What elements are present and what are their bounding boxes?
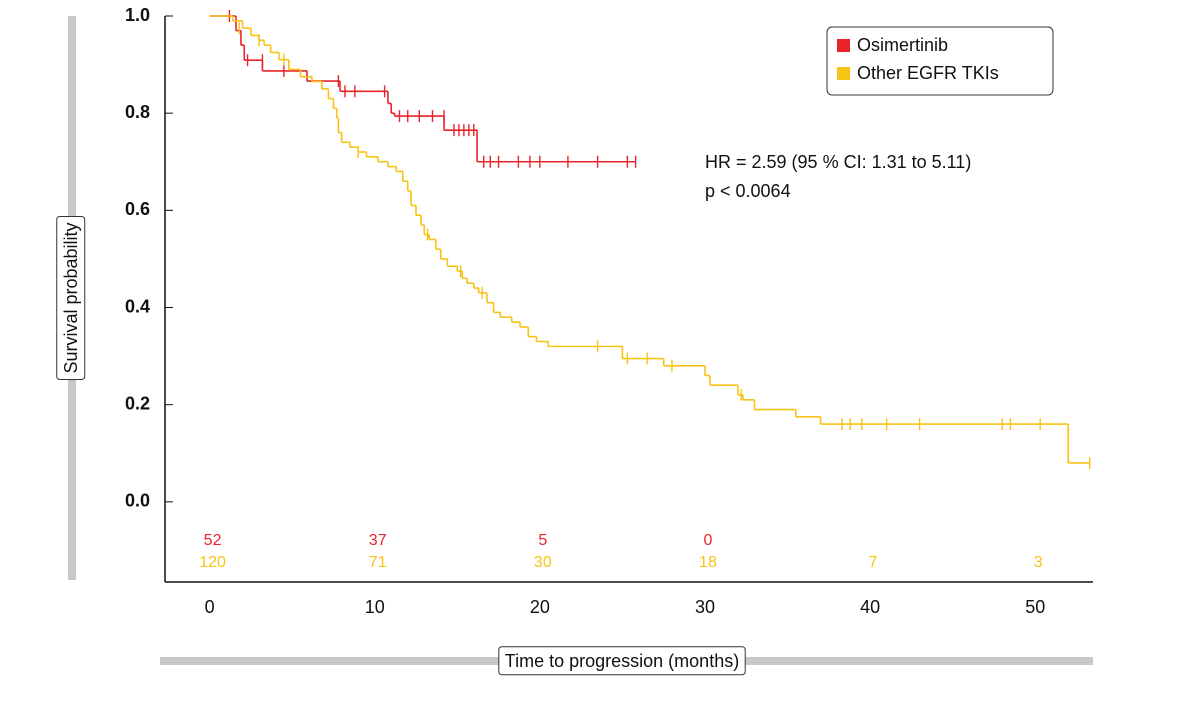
y-tick-label: 0.6 <box>125 199 150 219</box>
x-tick-label: 0 <box>205 597 215 617</box>
at-risk-count: 7 <box>869 554 878 571</box>
at-risk-count: 71 <box>369 554 387 571</box>
x-axis-label: Time to progression (months) <box>505 651 739 671</box>
annotation: HR = 2.59 (95 % CI: 1.31 to 5.11) <box>705 152 971 172</box>
y-tick-label: 0.0 <box>125 491 150 511</box>
at-risk-count: 30 <box>534 554 552 571</box>
y-tick-label: 1.0 <box>125 5 150 25</box>
y-label-box <box>56 215 86 381</box>
x-label-box <box>498 646 746 676</box>
x-tick-label: 20 <box>530 597 550 617</box>
at-risk-count: 5 <box>538 532 547 549</box>
legend-label: Other EGFR TKIs <box>857 63 999 83</box>
y-tick-label: 0.2 <box>125 393 150 413</box>
x-tick-label: 30 <box>695 597 715 617</box>
at-risk-count: 120 <box>199 554 226 571</box>
x-tick-label: 10 <box>365 597 385 617</box>
annotation: p < 0.0064 <box>705 181 791 201</box>
at-risk-count: 52 <box>204 532 222 549</box>
at-risk-count: 37 <box>369 532 387 549</box>
legend-box <box>826 26 1054 96</box>
y-tick-label: 0.4 <box>125 296 150 316</box>
at-risk-count: 0 <box>704 532 713 549</box>
legend: Osimertinib Other EGFR TKIs <box>826 26 1054 96</box>
legend-swatch <box>837 39 850 52</box>
at-risk-count: 3 <box>1034 554 1043 571</box>
legend-swatch <box>837 67 850 80</box>
legend-label: Osimertinib <box>857 35 948 55</box>
x-tick-label: 50 <box>1025 597 1045 617</box>
x-tick-label: 40 <box>860 597 880 617</box>
y-tick-label: 0.8 <box>125 102 150 122</box>
at-risk-count: 18 <box>699 554 717 571</box>
y-axis-label: Survival probability <box>61 222 81 373</box>
